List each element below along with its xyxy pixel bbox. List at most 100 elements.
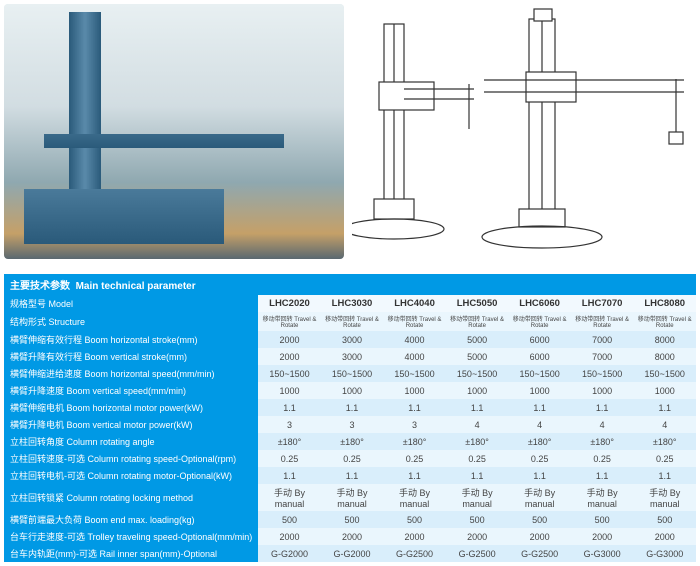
spec-table: 主要技术参数 Main technical parameter 规格型号 Mod… bbox=[4, 274, 696, 562]
row-value: 2000 bbox=[508, 528, 571, 545]
row-value: 150~1500 bbox=[258, 365, 321, 382]
row-value: 0.25 bbox=[446, 450, 509, 467]
row-value: 150~1500 bbox=[633, 365, 696, 382]
row-value: 6000 bbox=[508, 348, 571, 365]
row-value: 5000 bbox=[446, 331, 509, 348]
row-value: 1.1 bbox=[446, 399, 509, 416]
row-label: 台车内轨距(mm)-可选 Rail inner span(mm)-Optiona… bbox=[4, 545, 258, 562]
row-value: 1.1 bbox=[258, 467, 321, 484]
row-value: G-G3000 bbox=[571, 545, 634, 562]
row-label: 横臂伸缩有效行程 Boom horizontal stroke(mm) bbox=[4, 331, 258, 348]
row-value: ±180° bbox=[258, 433, 321, 450]
row-value: 2000 bbox=[258, 348, 321, 365]
row-value: 移动带回转 Travel & Rotate bbox=[383, 312, 446, 331]
row-value: 1000 bbox=[508, 382, 571, 399]
row-value: 4 bbox=[571, 416, 634, 433]
row-value: 1.1 bbox=[571, 467, 634, 484]
row-value: 500 bbox=[446, 511, 509, 528]
row-value: LHC4040 bbox=[383, 295, 446, 312]
row-value: 500 bbox=[508, 511, 571, 528]
row-value: 1.1 bbox=[571, 399, 634, 416]
row-value: LHC2020 bbox=[258, 295, 321, 312]
row-value: ±180° bbox=[321, 433, 384, 450]
row-value: 0.25 bbox=[571, 450, 634, 467]
row-value: 4000 bbox=[383, 331, 446, 348]
row-value: 1.1 bbox=[508, 467, 571, 484]
row-value: 3 bbox=[321, 416, 384, 433]
row-value: 1.1 bbox=[508, 399, 571, 416]
row-value: 1.1 bbox=[383, 467, 446, 484]
row-value: 1.1 bbox=[258, 399, 321, 416]
row-label: 立柱回转角度 Column rotating angle bbox=[4, 433, 258, 450]
row-value: 0.25 bbox=[633, 450, 696, 467]
row-value: 2000 bbox=[258, 331, 321, 348]
row-value: 150~1500 bbox=[508, 365, 571, 382]
row-value: ±180° bbox=[633, 433, 696, 450]
row-value: 1000 bbox=[321, 382, 384, 399]
row-value: 1.1 bbox=[321, 399, 384, 416]
row-value: 2000 bbox=[321, 528, 384, 545]
row-value: 4 bbox=[446, 416, 509, 433]
row-value: 6000 bbox=[508, 331, 571, 348]
row-label: 台车行走速度-可选 Trolley traveling speed-Option… bbox=[4, 528, 258, 545]
row-value: 0.25 bbox=[258, 450, 321, 467]
row-value: 手动 By manual bbox=[571, 484, 634, 511]
row-value: 手动 By manual bbox=[633, 484, 696, 511]
row-value: G-G2500 bbox=[508, 545, 571, 562]
row-value: 手动 By manual bbox=[258, 484, 321, 511]
row-value: 500 bbox=[321, 511, 384, 528]
row-value: 1000 bbox=[571, 382, 634, 399]
row-value: 4 bbox=[508, 416, 571, 433]
row-value: G-G2500 bbox=[446, 545, 509, 562]
row-value: 2000 bbox=[633, 528, 696, 545]
row-value: 1.1 bbox=[633, 399, 696, 416]
row-value: G-G2500 bbox=[383, 545, 446, 562]
row-value: 0.25 bbox=[321, 450, 384, 467]
row-label: 结构形式 Structure bbox=[4, 312, 258, 331]
row-value: ±180° bbox=[446, 433, 509, 450]
row-value: G-G2000 bbox=[258, 545, 321, 562]
row-value: 500 bbox=[571, 511, 634, 528]
row-value: 2000 bbox=[258, 528, 321, 545]
row-value: 1000 bbox=[446, 382, 509, 399]
row-label: 立柱回转电机-可选 Column rotating motor-Optional… bbox=[4, 467, 258, 484]
row-value: 4 bbox=[633, 416, 696, 433]
row-value: 手动 By manual bbox=[321, 484, 384, 511]
row-value: 1000 bbox=[258, 382, 321, 399]
row-label: 横臂升降电机 Boom vertical motor power(kW) bbox=[4, 416, 258, 433]
row-value: 150~1500 bbox=[383, 365, 446, 382]
row-value: G-G2000 bbox=[321, 545, 384, 562]
row-value: 1.1 bbox=[383, 399, 446, 416]
row-value: 3000 bbox=[321, 331, 384, 348]
row-value: 7000 bbox=[571, 331, 634, 348]
row-label: 立柱回转锁紧 Column rotating locking method bbox=[4, 484, 258, 511]
section-heading: 主要技术参数 Main technical parameter bbox=[4, 274, 696, 295]
row-label: 横臂伸缩电机 Boom horizontal motor power(kW) bbox=[4, 399, 258, 416]
row-value: ±180° bbox=[383, 433, 446, 450]
row-label: 横臂升降速度 Boom vertical speed(mm/min) bbox=[4, 382, 258, 399]
row-value: ±180° bbox=[571, 433, 634, 450]
row-value: G-G3000 bbox=[633, 545, 696, 562]
row-value: ±180° bbox=[508, 433, 571, 450]
row-value: 3000 bbox=[321, 348, 384, 365]
row-value: 移动带回转 Travel & Rotate bbox=[508, 312, 571, 331]
row-value: 500 bbox=[633, 511, 696, 528]
row-value: 移动带回转 Travel & Rotate bbox=[571, 312, 634, 331]
row-value: 移动带回转 Travel & Rotate bbox=[258, 312, 321, 331]
row-value: 5000 bbox=[446, 348, 509, 365]
row-value: 150~1500 bbox=[446, 365, 509, 382]
row-value: 8000 bbox=[633, 348, 696, 365]
row-label: 横臂伸缩进给速度 Boom horizontal speed(mm/min) bbox=[4, 365, 258, 382]
row-value: 1000 bbox=[383, 382, 446, 399]
row-value: 移动带回转 Travel & Rotate bbox=[446, 312, 509, 331]
row-value: LHC8080 bbox=[633, 295, 696, 312]
row-value: 0.25 bbox=[508, 450, 571, 467]
row-label: 规格型号 Model bbox=[4, 295, 258, 312]
row-value: 1.1 bbox=[633, 467, 696, 484]
row-value: 500 bbox=[383, 511, 446, 528]
row-value: 500 bbox=[258, 511, 321, 528]
row-value: LHC3030 bbox=[321, 295, 384, 312]
row-value: LHC6060 bbox=[508, 295, 571, 312]
row-value: 2000 bbox=[571, 528, 634, 545]
row-value: 1000 bbox=[633, 382, 696, 399]
